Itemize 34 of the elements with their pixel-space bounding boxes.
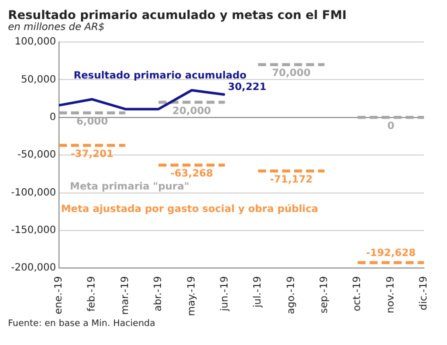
text: Meta primaria "pura": [70, 181, 190, 192]
data-label: 30,221: [228, 82, 267, 94]
text: Resultado primario acumulado: [74, 70, 247, 82]
data-label: 6,000: [76, 116, 108, 128]
y-tick-label: -150,000: [10, 225, 56, 236]
source-note: Fuente: en base a Min. Hacienda: [8, 319, 156, 329]
x-tick-label: abr.-19: [153, 276, 164, 312]
y-tick-label: -100,000: [10, 187, 56, 198]
x-tick-label: may.-19: [186, 276, 198, 316]
y-tick-label: 0: [50, 112, 56, 123]
y-tick-label: -200,000: [10, 262, 56, 274]
data-label: -37,201: [70, 149, 114, 160]
data-label: -192,628: [366, 248, 416, 260]
data-label: 70,000: [272, 68, 311, 80]
x-tick-label: jun.-19: [219, 276, 230, 312]
y-tick-label: -50,000: [17, 150, 56, 161]
x-tick-label: nov.-19: [385, 276, 396, 314]
x-tick-label: sep.-19: [319, 276, 330, 314]
chart-title: Resultado primario acumulado y metas con el FMI: [8, 8, 348, 22]
x-tick-label: oct.-19: [352, 276, 364, 312]
data-label: 0: [387, 120, 394, 132]
x-tick-label: ago.-19: [286, 276, 297, 314]
data-label: 20,000: [172, 106, 212, 117]
text: Meta ajustada por gasto social y obra pública: [60, 204, 318, 215]
x-tick-label: ene.-19: [54, 276, 65, 314]
data-label: -63,268: [170, 168, 214, 180]
chart-subtitle: en millones de AR$: [8, 22, 106, 33]
x-tick-label: jul.-19: [252, 276, 264, 309]
x-tick-label: feb.-19: [86, 276, 98, 312]
y-tick-label: 100,000: [14, 36, 56, 48]
x-tick-label: dic.-19: [418, 276, 430, 310]
data-label: -71,172: [270, 174, 313, 186]
y-tick-label: 50,000: [20, 74, 56, 86]
x-tick-label: mar.-19: [120, 276, 131, 315]
